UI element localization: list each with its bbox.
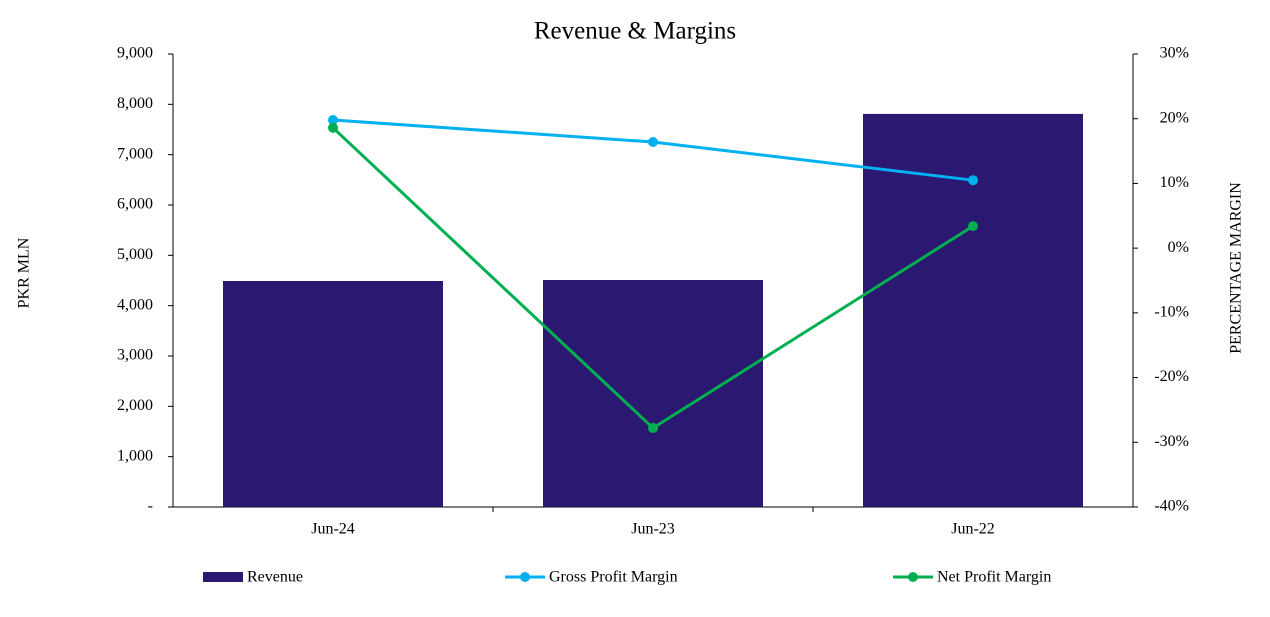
bar: [223, 281, 443, 507]
y2-tick-label: 0%: [1168, 239, 1189, 256]
y-tick-label: 7,000: [117, 145, 153, 162]
line-marker: [648, 423, 658, 434]
y2-tick-label: -40%: [1154, 498, 1189, 515]
legend-marker: [520, 572, 530, 582]
x-tick-label: Jun-23: [631, 521, 675, 538]
y-tick-label: 2,000: [117, 397, 153, 414]
line-marker: [328, 115, 338, 126]
y-tick-label: 4,000: [117, 296, 153, 313]
y-tick-label: -: [148, 498, 153, 515]
x-tick-label: Jun-24: [311, 521, 355, 538]
line-marker: [648, 137, 658, 148]
y-tick-label: 6,000: [117, 196, 153, 213]
y-tick-label: 5,000: [117, 246, 153, 263]
bar: [863, 113, 1083, 507]
line-marker: [968, 221, 978, 232]
legend-label: Net Profit Margin: [937, 569, 1051, 586]
line-marker: [968, 175, 978, 186]
y-tick-label: 1,000: [117, 447, 153, 464]
y2-tick-label: 20%: [1160, 109, 1189, 126]
line-marker: [328, 122, 338, 133]
y2-tick-label: -10%: [1154, 304, 1189, 321]
chart-title: Revenue & Margins: [534, 18, 736, 45]
y2-tick-label: 30%: [1160, 45, 1189, 62]
bar: [543, 279, 763, 507]
legend-marker: [908, 572, 918, 582]
y-tick-label: 3,000: [117, 347, 153, 364]
y-axis-label: PKR MLN: [16, 237, 33, 308]
y-tick-label: 9,000: [117, 45, 153, 62]
legend-label: Gross Profit Margin: [549, 569, 678, 586]
legend-label: Revenue: [247, 569, 303, 586]
y-tick-label: 8,000: [117, 95, 153, 112]
legend-swatch: [203, 572, 243, 582]
y2-axis-label: PERCENTAGE MARGIN: [1228, 182, 1245, 354]
y2-tick-label: 10%: [1160, 174, 1189, 191]
y2-tick-label: -30%: [1154, 433, 1189, 450]
y2-tick-label: -20%: [1154, 368, 1189, 385]
x-tick-label: Jun-22: [951, 521, 995, 538]
